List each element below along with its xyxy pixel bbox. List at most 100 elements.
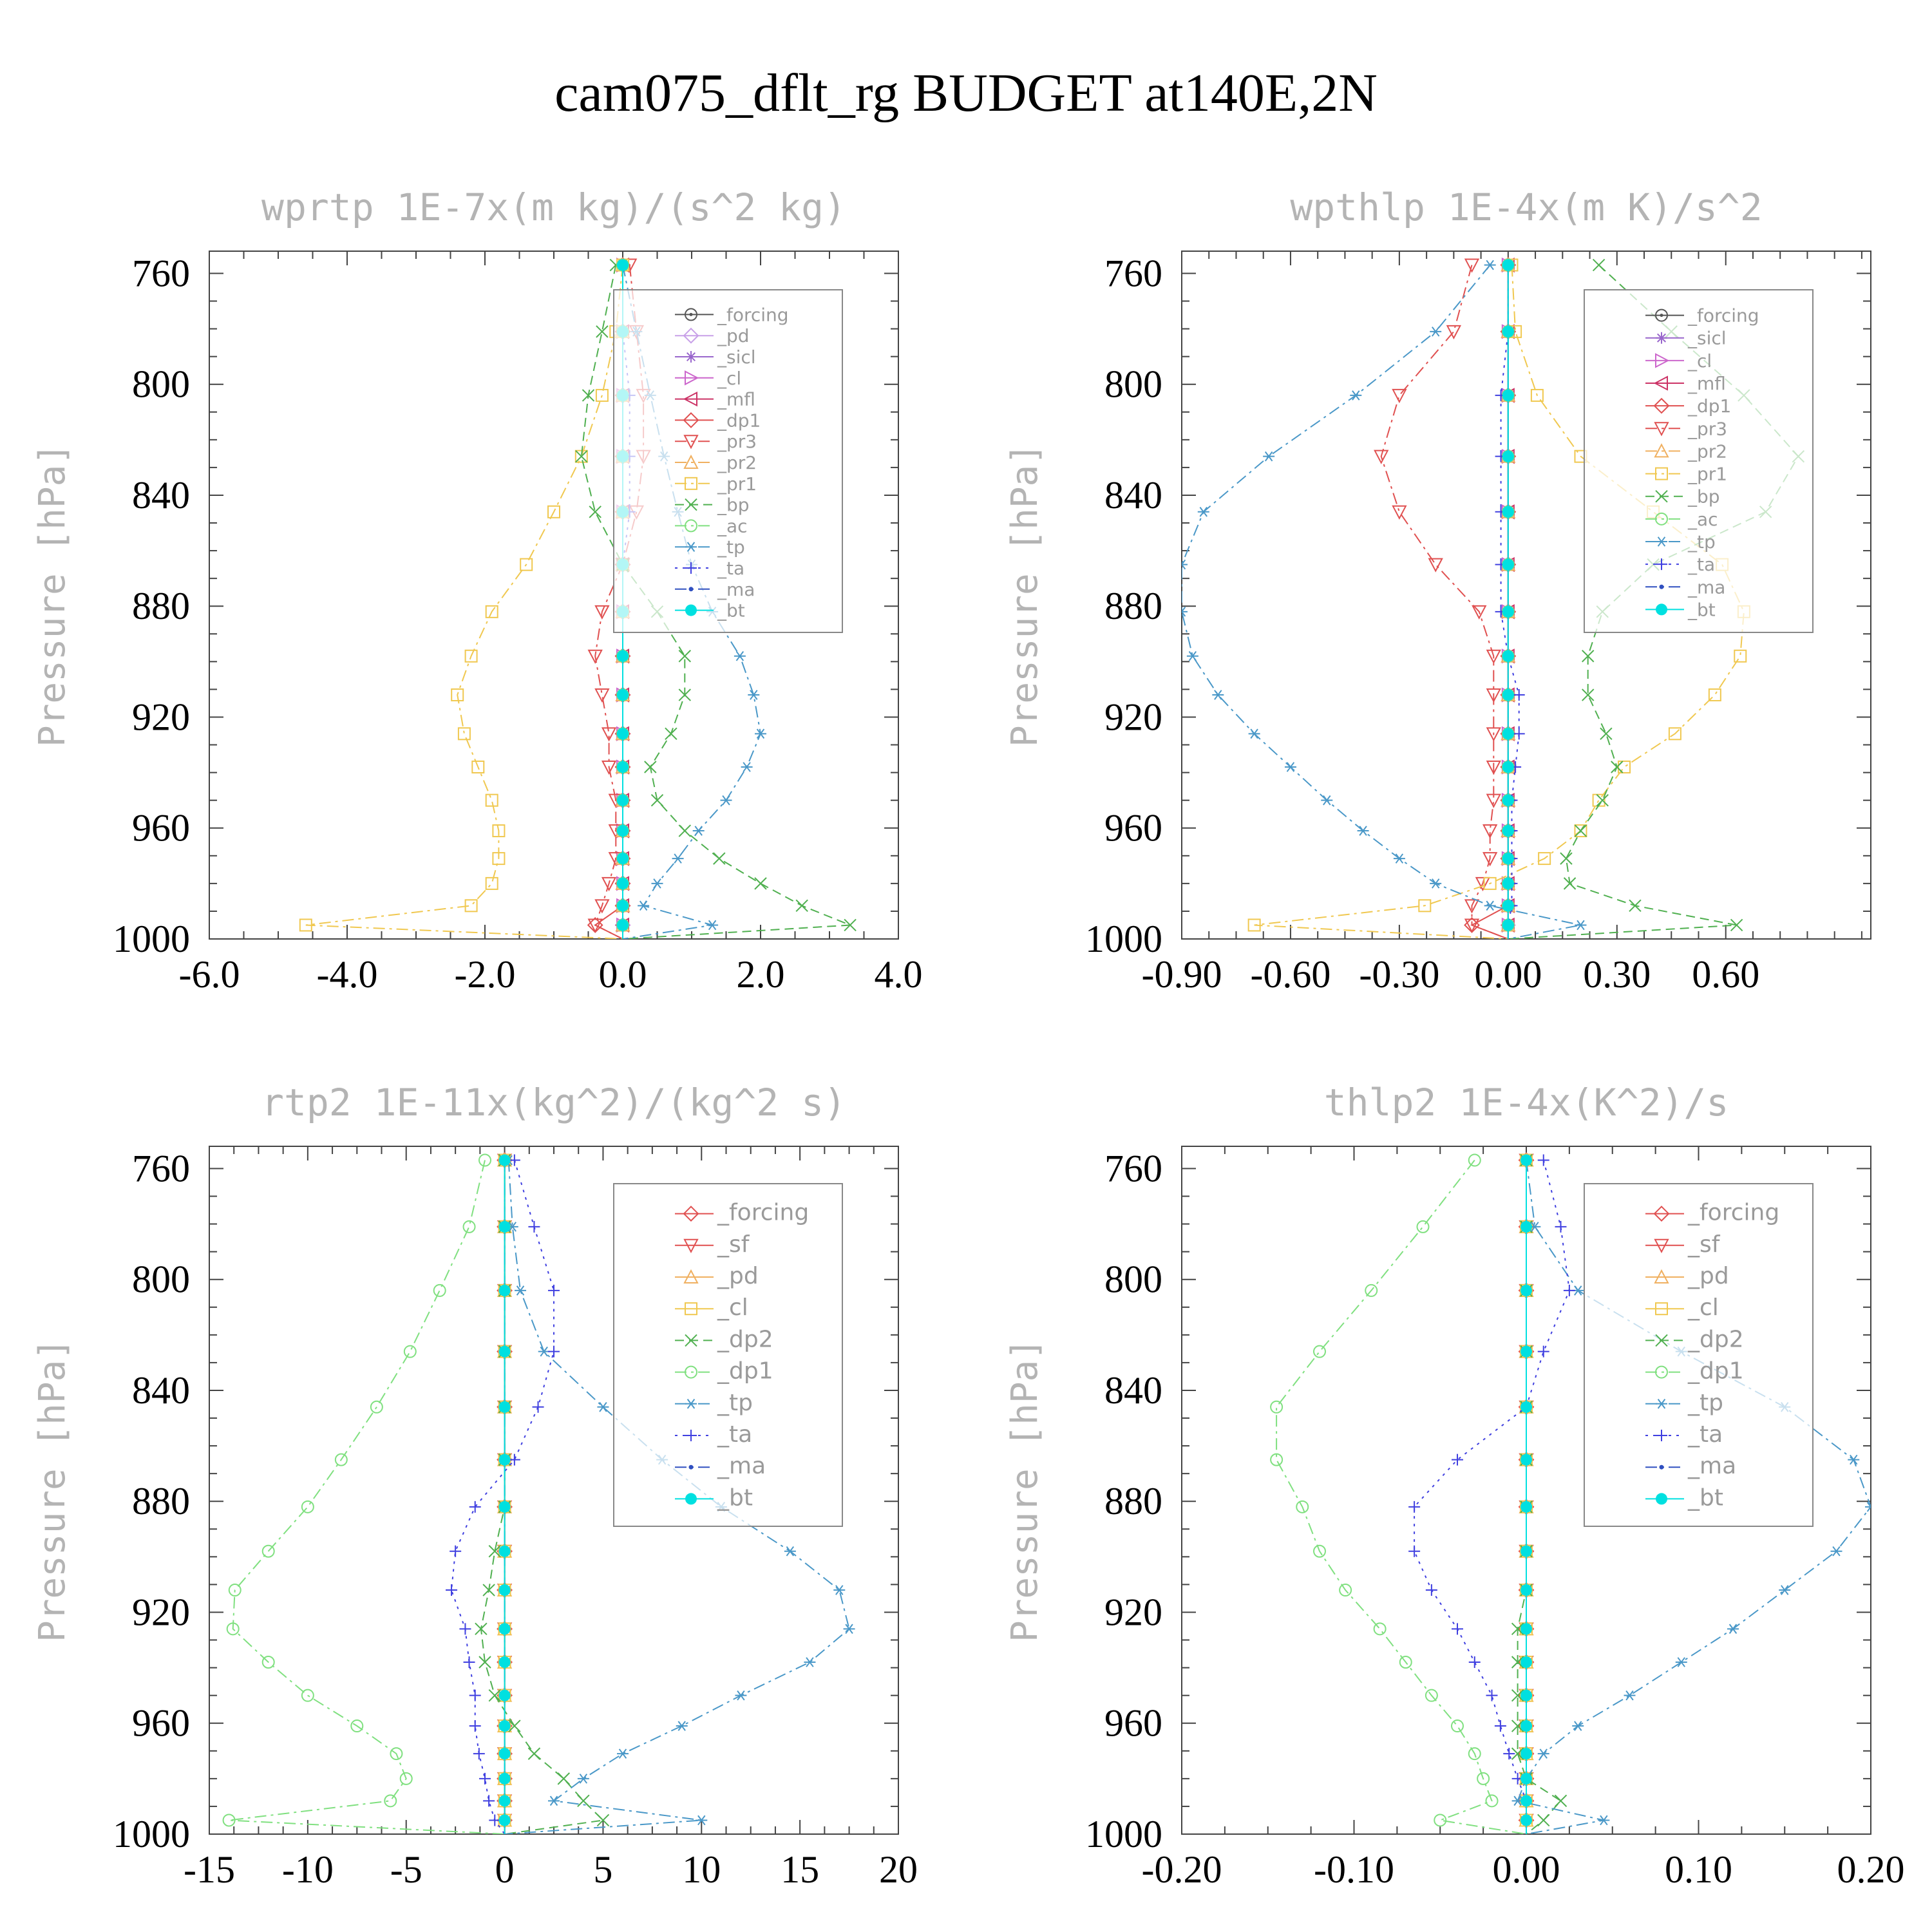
legend-marker-shape xyxy=(1655,1365,1668,1379)
data-point-shape xyxy=(1502,259,1514,271)
data-point-shape xyxy=(1668,727,1681,741)
data-point-shape xyxy=(596,1814,610,1827)
data-point xyxy=(1502,689,1514,701)
data-point xyxy=(754,877,767,890)
legend-marker-shape xyxy=(1656,1430,1667,1441)
x-tick-label: -15 xyxy=(184,1848,235,1891)
data-point-shape xyxy=(1182,607,1188,617)
data-point xyxy=(1393,853,1405,864)
data-point xyxy=(1513,689,1525,701)
data-point-shape xyxy=(1484,900,1496,911)
series-bt xyxy=(1520,1154,1532,1834)
data-point xyxy=(390,1747,403,1761)
data-point xyxy=(1520,1795,1532,1807)
data-point xyxy=(1428,558,1443,573)
data-point xyxy=(1600,727,1613,741)
data-point-shape xyxy=(1186,650,1198,661)
data-point xyxy=(433,1283,446,1297)
legend-marker xyxy=(1656,558,1667,571)
legend-label: _mfl xyxy=(717,389,755,410)
data-point xyxy=(650,793,664,807)
legend-marker xyxy=(685,370,699,386)
data-point-shape xyxy=(1475,876,1491,892)
data-point-shape xyxy=(498,1345,511,1358)
data-point-shape xyxy=(1339,1584,1352,1597)
data-point xyxy=(1618,761,1631,773)
legend-marker xyxy=(1656,332,1667,344)
data-point-shape xyxy=(498,1656,511,1668)
data-point xyxy=(498,1284,511,1296)
legend-marker-shape xyxy=(685,1365,697,1379)
data-point-shape xyxy=(1425,1689,1438,1702)
data-point-shape xyxy=(617,689,629,701)
data-point-shape xyxy=(665,727,677,741)
data-point xyxy=(1555,1220,1567,1233)
data-point-shape xyxy=(601,876,617,892)
legend-marker xyxy=(685,308,697,321)
data-point xyxy=(482,1584,495,1596)
legend-marker xyxy=(685,1334,697,1347)
data-point xyxy=(1520,1345,1532,1358)
data-point-shape xyxy=(557,1772,570,1785)
data-point-shape xyxy=(1537,1814,1550,1827)
legend-label: _dp1 xyxy=(717,410,761,431)
data-point xyxy=(226,1622,240,1636)
data-point-shape xyxy=(617,728,629,740)
data-point xyxy=(548,1284,560,1296)
series-line xyxy=(1500,265,1520,939)
legend-marker-shape xyxy=(1655,308,1668,322)
data-point-shape xyxy=(713,852,726,865)
legend-label: _tp xyxy=(1687,531,1716,553)
data-point xyxy=(672,853,684,864)
legend: _forcing_pd_sicl_cl_mfl_dp1_pr3_pr2_pr1_… xyxy=(613,289,843,633)
data-point xyxy=(1451,1719,1464,1733)
data-point-shape xyxy=(1502,877,1514,889)
data-point xyxy=(617,761,629,773)
data-point xyxy=(617,825,629,837)
data-point xyxy=(1502,919,1514,931)
data-point xyxy=(1530,388,1544,402)
data-point xyxy=(485,876,498,890)
legend-marker-shape xyxy=(1655,490,1668,503)
y-tick-label: 880 xyxy=(132,1480,190,1522)
legend-label: _dp1 xyxy=(717,1358,773,1385)
data-point-shape xyxy=(678,688,692,701)
data-point xyxy=(520,558,533,571)
y-tick-label: 1000 xyxy=(1085,1813,1162,1855)
legend-marker-dot xyxy=(689,312,693,316)
data-point xyxy=(1511,1656,1524,1669)
data-point xyxy=(1425,1584,1437,1596)
data-point xyxy=(451,688,464,702)
data-point-shape xyxy=(520,558,533,571)
data-point-shape xyxy=(1484,260,1496,270)
data-point-shape xyxy=(1520,1689,1532,1701)
data-point xyxy=(1430,878,1442,889)
legend-marker-shape xyxy=(1656,1399,1667,1409)
legend-label: _tp xyxy=(717,1390,753,1416)
data-point-shape xyxy=(451,688,464,702)
x-tick-label: -0.90 xyxy=(1142,953,1222,996)
data-point-shape xyxy=(1502,761,1514,773)
legend-marker-shape xyxy=(685,308,697,321)
data-point xyxy=(755,728,766,739)
data-point xyxy=(1483,876,1497,890)
legend-marker xyxy=(1655,467,1668,480)
legend-label: _bt xyxy=(717,600,745,621)
data-point-shape xyxy=(1313,1345,1326,1358)
series-line xyxy=(1182,264,1581,939)
data-point xyxy=(1485,1794,1499,1808)
legend-label: _pr3 xyxy=(717,431,757,452)
x-tick-label: -10 xyxy=(282,1848,334,1891)
data-point-shape xyxy=(1554,1794,1567,1808)
data-point-shape xyxy=(1446,325,1462,340)
data-point xyxy=(469,1689,481,1701)
data-point xyxy=(617,919,629,931)
data-point-shape xyxy=(1418,899,1432,913)
data-point-shape xyxy=(594,688,610,703)
data-point xyxy=(1486,688,1501,703)
data-point-shape xyxy=(1520,1772,1532,1785)
data-point-shape xyxy=(1486,793,1501,808)
data-point-shape xyxy=(508,1154,520,1166)
data-point-shape xyxy=(469,1501,481,1513)
x-tick-label: -0.30 xyxy=(1359,953,1439,996)
